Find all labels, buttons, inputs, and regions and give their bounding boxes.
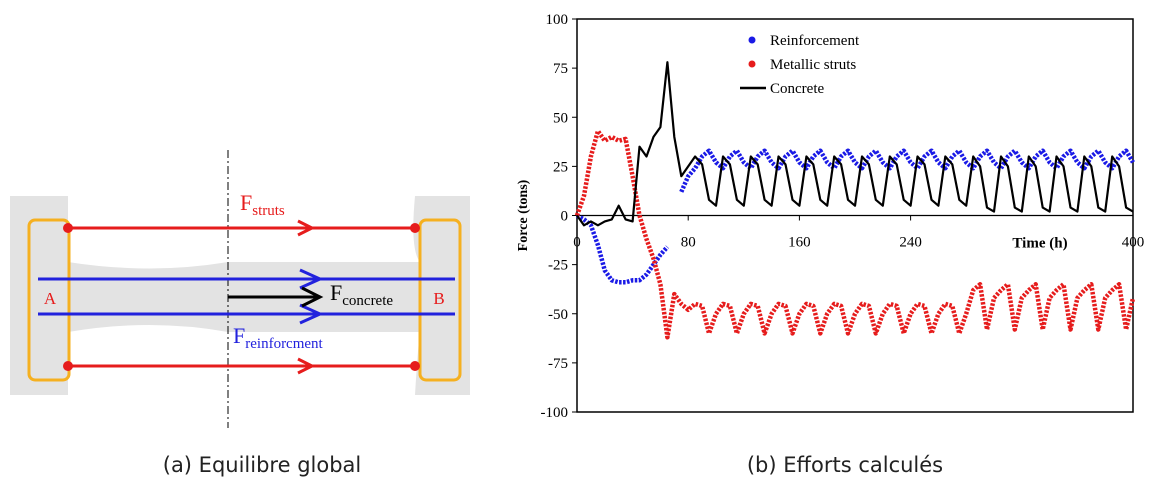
y-tick-label: -50 bbox=[548, 307, 568, 323]
pin bbox=[410, 361, 420, 371]
pin bbox=[63, 361, 73, 371]
caption: (a) Equilibre global bbox=[163, 453, 362, 477]
arrow-head bbox=[299, 268, 324, 290]
end-block-a bbox=[27, 218, 71, 382]
y-tick-label: 100 bbox=[546, 12, 569, 28]
arrow-head bbox=[297, 219, 316, 237]
diagram: Fstruts Fconcrete Freinforcment A B bbox=[10, 150, 470, 428]
legend-label: Metallic struts bbox=[770, 57, 856, 73]
legend-marker bbox=[748, 60, 756, 68]
marker-line bbox=[574, 128, 1136, 340]
reinforcement-label: Freinforcment bbox=[233, 323, 324, 352]
end-block-b bbox=[418, 218, 462, 382]
arrow-head bbox=[297, 357, 316, 375]
pin bbox=[410, 223, 420, 233]
struts-label: Fstruts bbox=[240, 190, 285, 219]
data-line bbox=[576, 61, 1134, 227]
legend-marker bbox=[748, 36, 756, 44]
x-tick-label: 160 bbox=[788, 235, 811, 251]
concrete-label: Fconcrete bbox=[330, 280, 393, 309]
y-tick-label: -100 bbox=[541, 405, 569, 421]
y-axis-label: Force (tons) bbox=[516, 179, 531, 251]
x-tick-label: 80 bbox=[681, 235, 696, 251]
end-label: A bbox=[44, 289, 57, 308]
end-label: B bbox=[433, 289, 444, 308]
y-tick-label: -75 bbox=[548, 356, 568, 372]
chart: -100 -75 -50 -25 0 25 50 75 100 0 80 160 240 400 Time … bbox=[516, 12, 1144, 421]
y-tick-label: 25 bbox=[553, 159, 568, 175]
caption: (b) Efforts calculés bbox=[747, 453, 943, 477]
x-tick-label: 0 bbox=[573, 235, 581, 251]
y-tick-label: -25 bbox=[548, 258, 568, 274]
concrete-force bbox=[228, 286, 324, 308]
x-axis-label: Time (h) bbox=[1012, 236, 1067, 252]
legend-label: Reinforcement bbox=[770, 33, 860, 49]
x-tick-label: 400 bbox=[1122, 235, 1145, 251]
marker-line bbox=[575, 148, 1135, 285]
struts bbox=[68, 219, 415, 375]
arrow-head bbox=[301, 286, 324, 308]
x-tick-label: 240 bbox=[899, 235, 922, 251]
legend-label: Concrete bbox=[770, 81, 824, 97]
y-tick-label: 75 bbox=[553, 61, 568, 77]
arrow-head bbox=[299, 303, 324, 325]
y-tick-label: 50 bbox=[553, 110, 568, 126]
pin bbox=[63, 223, 73, 233]
strut-ends bbox=[63, 223, 420, 371]
reinforcement bbox=[38, 268, 455, 325]
y-tick-label: 0 bbox=[561, 209, 569, 225]
